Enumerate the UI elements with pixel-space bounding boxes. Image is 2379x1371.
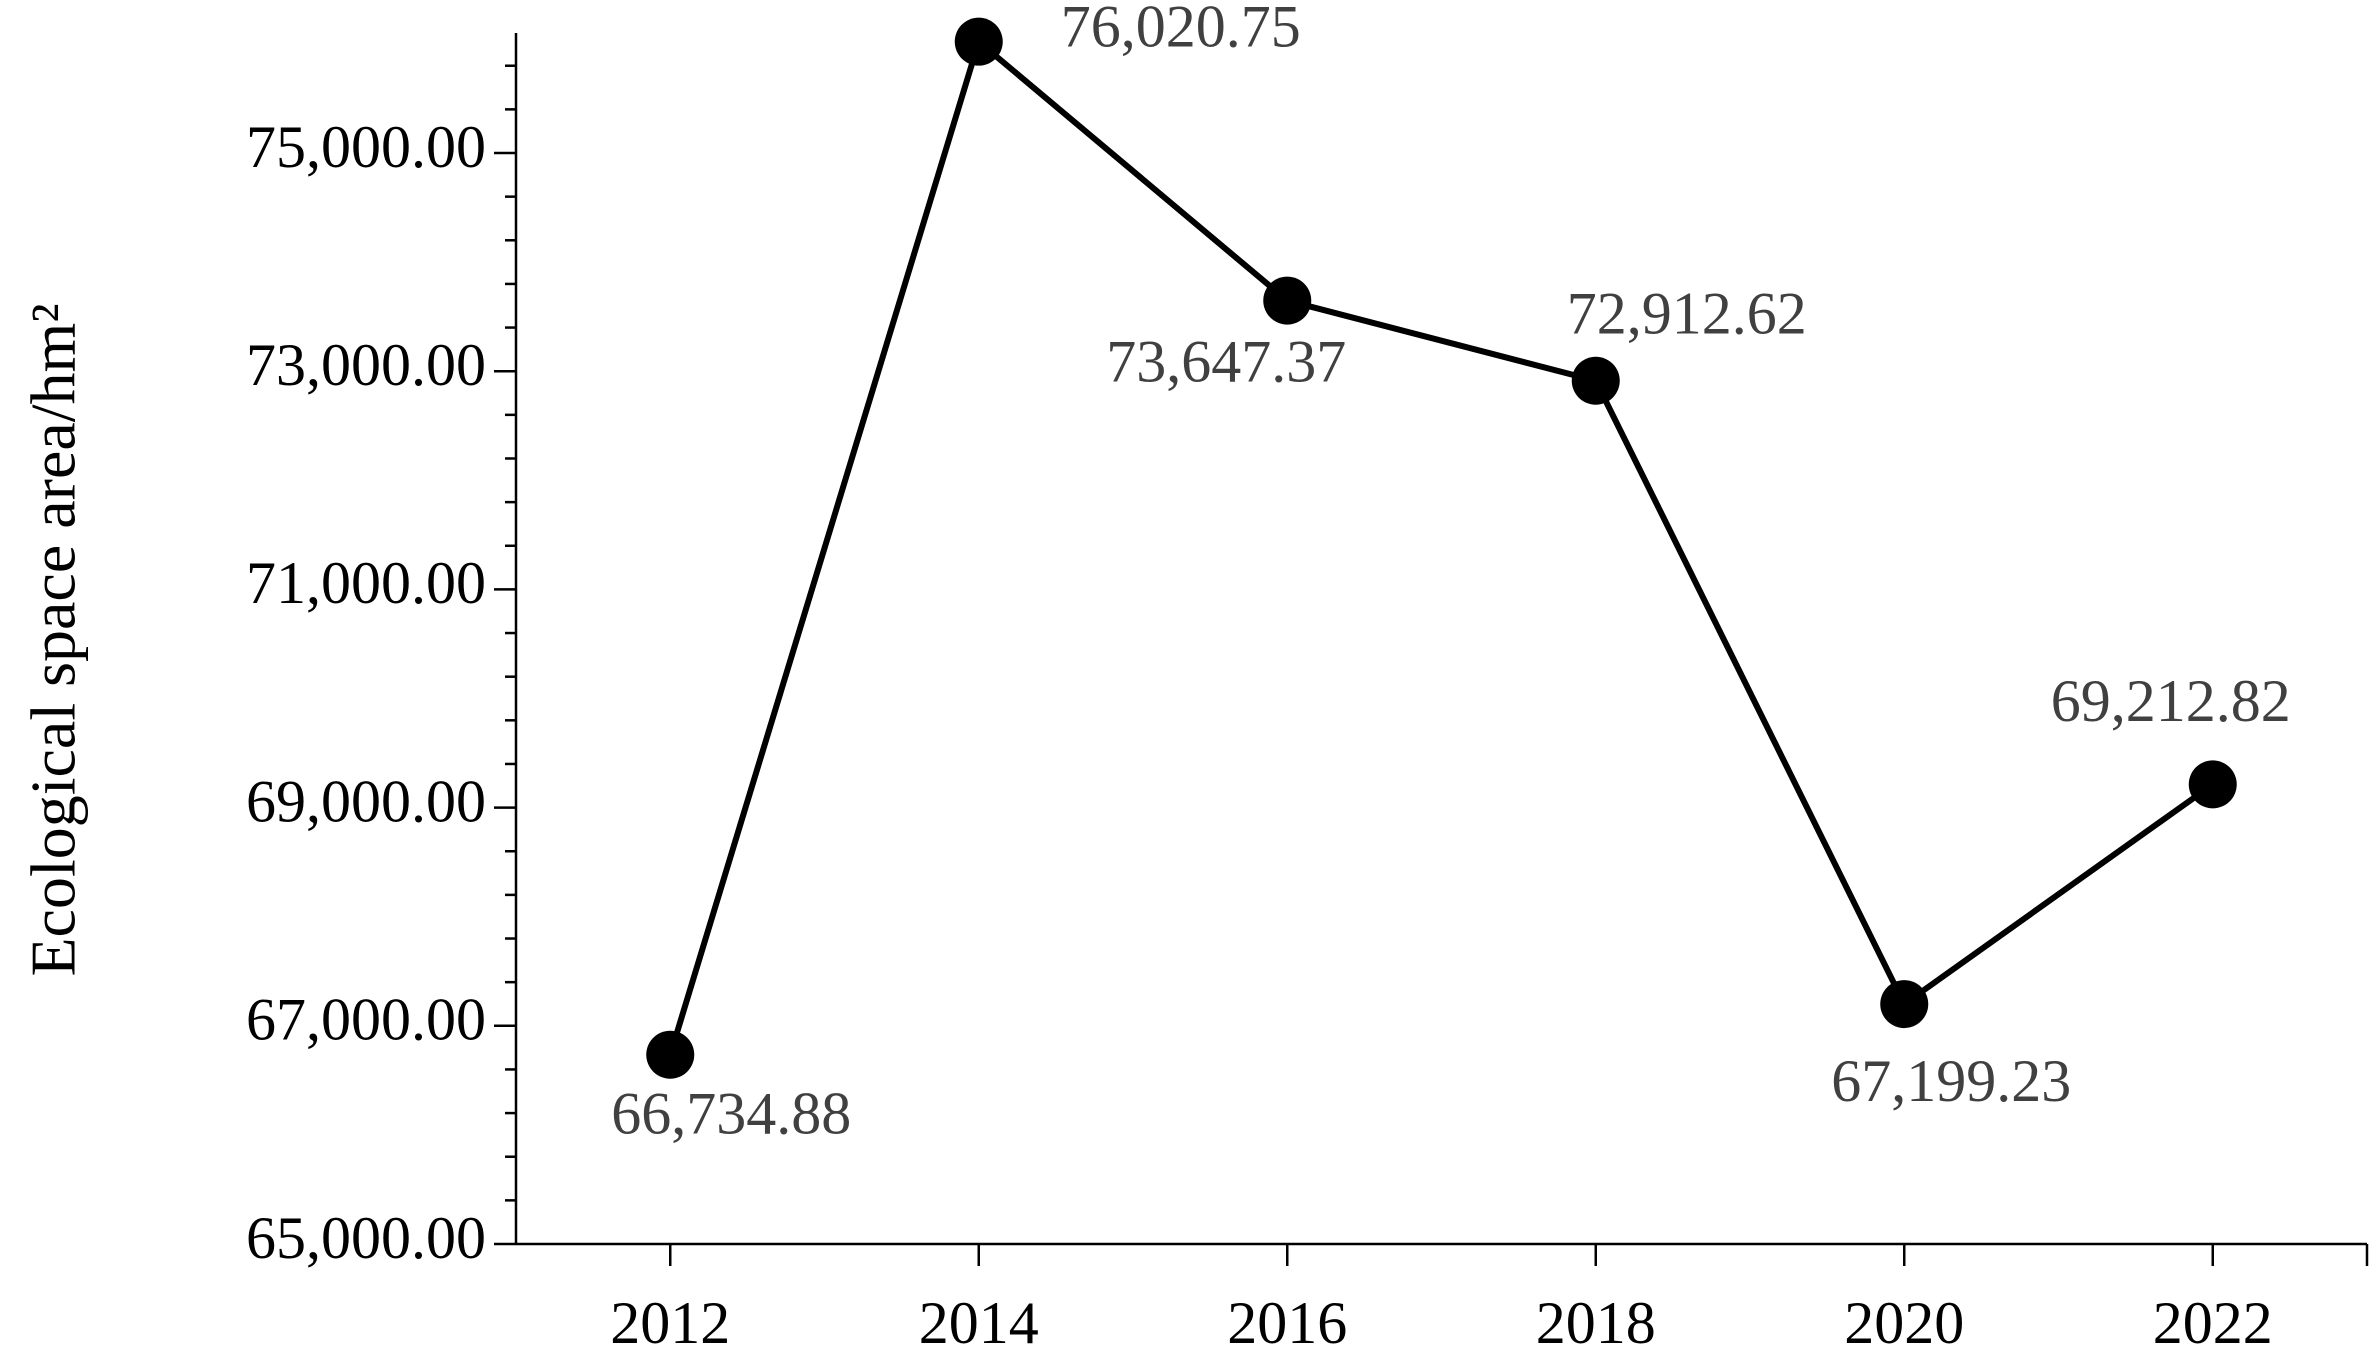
data-label: 72,912.62 — [1567, 281, 1807, 347]
y-axis-title: Ecological space area/hm² — [18, 303, 89, 976]
data-point — [954, 17, 1003, 66]
x-tick-label: 2016 — [1227, 1290, 1347, 1356]
x-tick-label: 2014 — [919, 1290, 1039, 1356]
data-label: 73,647.37 — [1106, 328, 1346, 394]
x-tick-label: 2012 — [610, 1290, 730, 1356]
data-point — [646, 1030, 695, 1079]
data-point — [2188, 760, 2237, 809]
y-tick-label: 65,000.00 — [246, 1205, 486, 1271]
y-tick-label: 67,000.00 — [246, 987, 486, 1053]
y-tick-label: 75,000.00 — [246, 114, 486, 180]
x-tick-label: 2018 — [1536, 1290, 1656, 1356]
data-point — [1880, 980, 1929, 1029]
x-tick-label: 2022 — [2153, 1290, 2273, 1356]
data-label: 76,020.75 — [1061, 0, 1301, 59]
y-tick-label: 71,000.00 — [246, 550, 486, 616]
data-point — [1571, 356, 1620, 405]
x-tick-label: 2020 — [1844, 1290, 1964, 1356]
data-label: 69,212.82 — [2051, 668, 2291, 734]
y-tick-label: 69,000.00 — [246, 768, 486, 834]
data-label: 66,734.88 — [611, 1080, 851, 1146]
data-point — [1263, 276, 1312, 325]
data-label: 67,199.23 — [1831, 1048, 2071, 1114]
y-tick-label: 73,000.00 — [246, 332, 486, 398]
data-line — [667, 38, 2215, 1056]
